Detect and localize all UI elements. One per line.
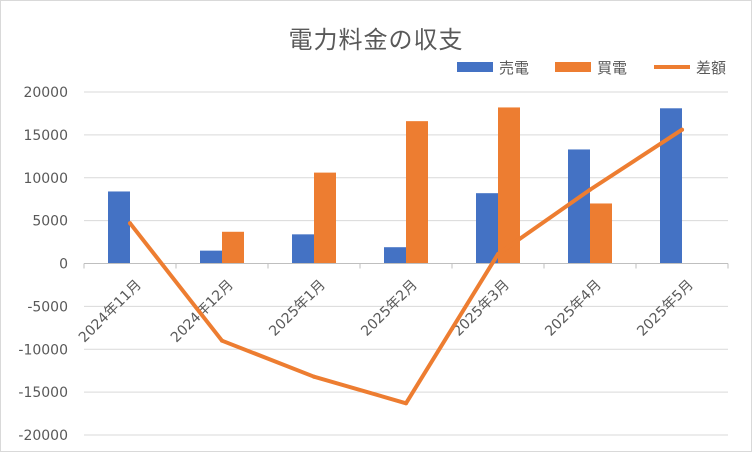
line-point [588, 187, 592, 192]
x-tick-label: 2025年5月 [634, 277, 697, 340]
y-tick-label: 5000 [32, 214, 68, 230]
axes: -20000 -15000 -10000 -5000 0 5000 10000 15000 20… [18, 85, 729, 444]
bar-kaiden [498, 107, 520, 264]
bar-baiden [384, 247, 406, 264]
y-tick-label: -10000 [18, 342, 68, 358]
line-series [128, 127, 684, 406]
y-tick-label: -15000 [18, 385, 68, 401]
y-tick-label: 0 [59, 257, 68, 273]
line-point [404, 401, 408, 406]
legend-swatch [457, 62, 493, 72]
bar-baiden [292, 234, 314, 264]
bar-baiden [660, 108, 682, 264]
y-tick-label: -20000 [18, 428, 68, 444]
y-tick-label: 15000 [23, 128, 68, 144]
bar-kaiden [314, 172, 336, 264]
bar-kaiden [222, 231, 244, 264]
legend-label: 売電 [499, 59, 529, 77]
bar-baiden [476, 193, 498, 264]
bar-kaiden [406, 121, 428, 264]
x-tick-label: 2025年1月 [266, 277, 329, 340]
x-tick-label: 2025年4月 [542, 277, 605, 340]
line-point [220, 338, 224, 343]
chart-title: 電力料金の収支 [288, 26, 464, 54]
x-tick-label: 2025年3月 [450, 277, 513, 340]
legend-swatch [555, 62, 591, 72]
bar-baiden [108, 191, 130, 264]
line-point [312, 374, 316, 379]
legend-label: 買電 [597, 59, 627, 77]
legend: 売電 買電 差額 [457, 59, 726, 77]
legend-label: 差額 [696, 59, 726, 77]
bar-baiden [568, 149, 590, 264]
bars [108, 107, 682, 264]
line-point [680, 127, 684, 132]
bar-kaiden [590, 203, 612, 264]
x-tick-label: 2025年2月 [358, 277, 421, 340]
y-tick-label: -5000 [27, 299, 68, 315]
y-tick-label: 20000 [23, 85, 68, 101]
line-point [128, 221, 132, 226]
bar-baiden [200, 250, 222, 264]
y-tick-label: 10000 [23, 171, 68, 187]
line-point [496, 252, 500, 257]
x-tick-label: 2024年11月 [76, 277, 145, 346]
